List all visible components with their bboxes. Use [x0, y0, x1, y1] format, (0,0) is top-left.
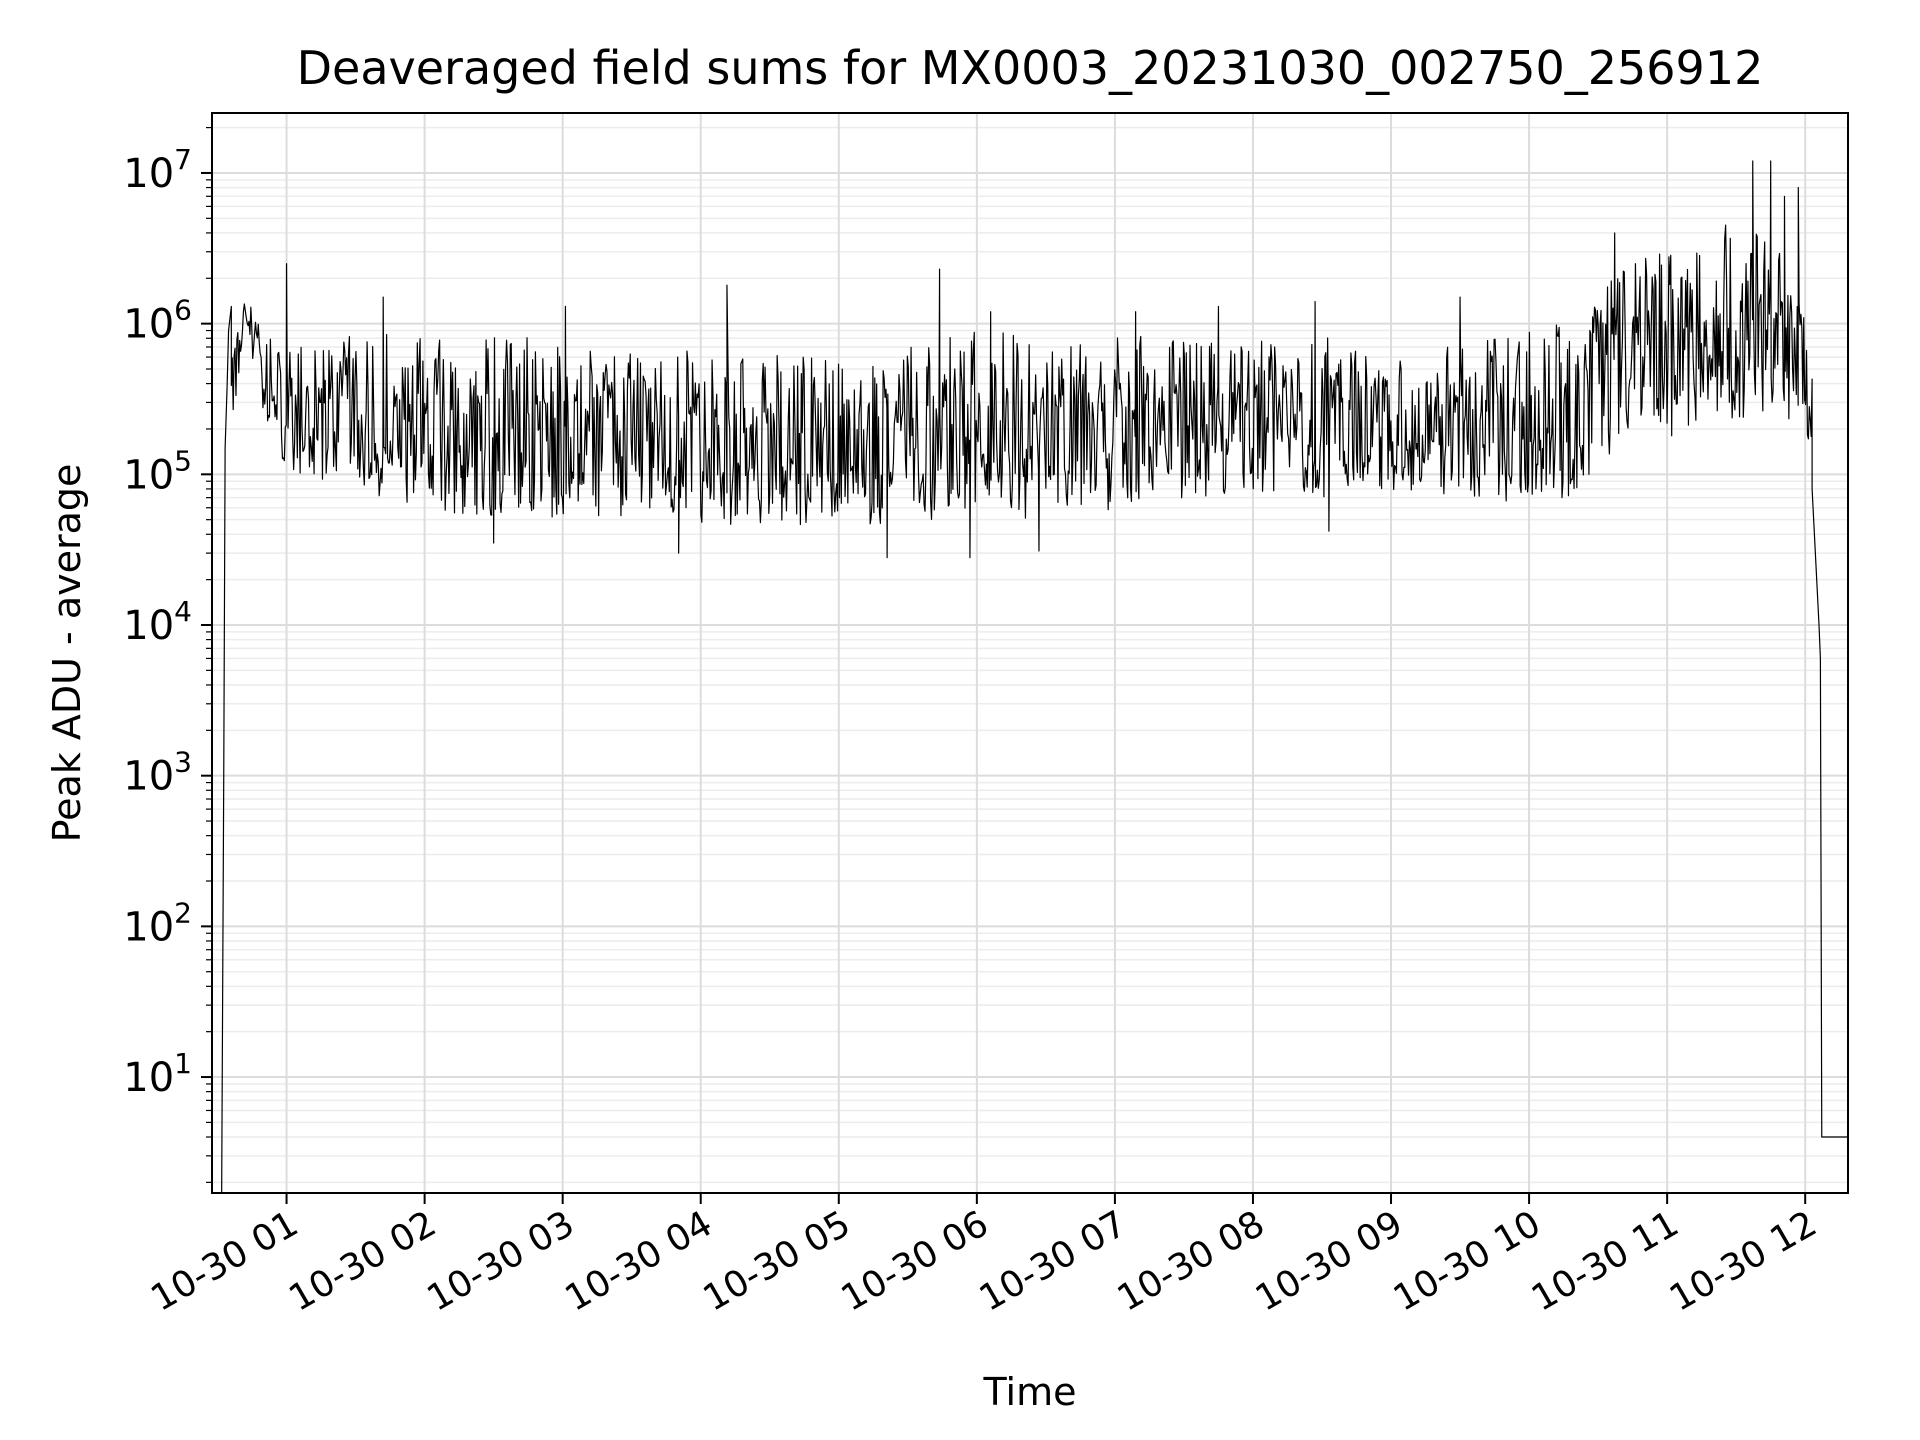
series-line — [221, 160, 1848, 1194]
y-tick-label: 107 — [123, 143, 192, 197]
x-tick-label: 10-30 05 — [697, 1203, 858, 1319]
series-layer — [221, 160, 1848, 1194]
chart-title: Deaveraged field sums for MX0003_2023103… — [297, 41, 1764, 95]
y-tick-label: 106 — [123, 294, 192, 348]
x-tick-label: 10-30 01 — [144, 1203, 305, 1319]
x-axis-label: Time — [983, 1370, 1077, 1414]
y-tick-label: 102 — [123, 896, 192, 950]
y-tick-label: 101 — [123, 1047, 192, 1101]
x-tick-label: 10-30 09 — [1249, 1203, 1410, 1319]
y-tick-label: 105 — [123, 444, 192, 498]
x-tick-label: 10-30 03 — [420, 1203, 581, 1319]
x-tick-label: 10-30 07 — [973, 1203, 1134, 1319]
x-tick-label: 10-30 02 — [282, 1203, 443, 1319]
x-tick-label: 10-30 04 — [559, 1203, 720, 1319]
y-tick-label: 104 — [123, 595, 192, 649]
x-tick-label: 10-30 08 — [1111, 1203, 1272, 1319]
x-tick-label: 10-30 10 — [1387, 1203, 1548, 1319]
plot-frame — [211, 112, 1849, 1194]
x-tick-label: 10-30 11 — [1525, 1203, 1686, 1319]
x-tick-label: 10-30 06 — [835, 1203, 996, 1319]
y-axis: 101 102 103 104 105 106 107 — [123, 127, 212, 1183]
y-tick-label: 103 — [123, 746, 192, 800]
grid-lines — [212, 113, 1848, 1193]
x-tick-label: 10-30 12 — [1663, 1203, 1824, 1319]
y-axis-label: Peak ADU - average — [45, 464, 89, 843]
